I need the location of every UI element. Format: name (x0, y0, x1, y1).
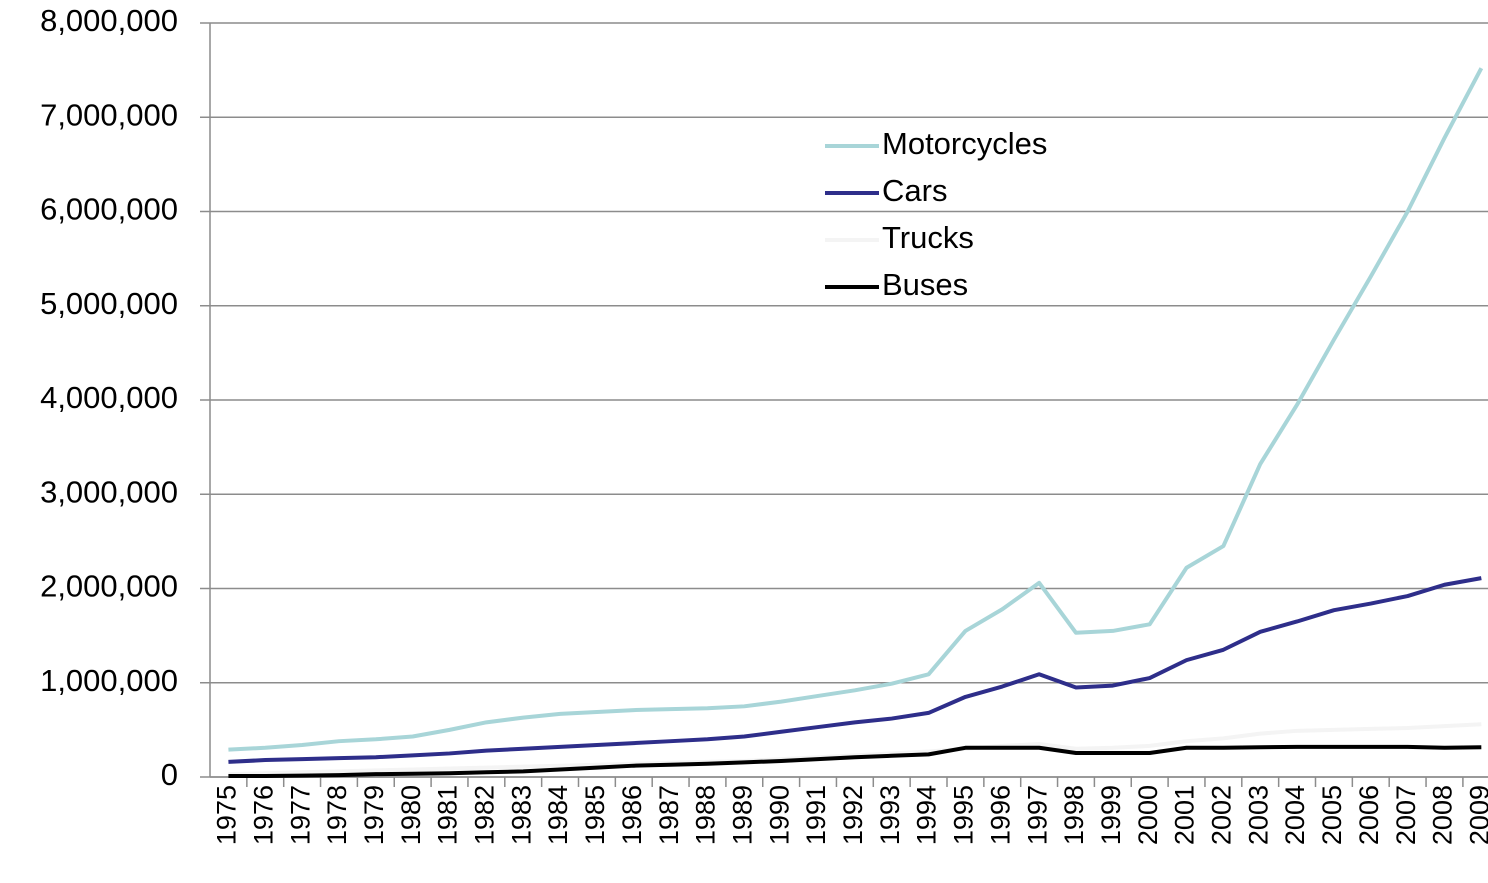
x-tick-label: 1996 (985, 785, 1015, 845)
x-tick-label: 1994 (912, 785, 942, 845)
series-line (228, 744, 1482, 779)
x-tick-label: 1986 (617, 785, 647, 845)
x-tick-label: 1977 (285, 785, 315, 845)
x-tick-label: 1989 (727, 785, 757, 845)
y-tick-label: 6,000,000 (40, 192, 178, 227)
series-line (228, 67, 1484, 752)
x-tick-label: 1991 (801, 785, 831, 845)
y-tick-label: 2,000,000 (40, 569, 178, 604)
legend-label: Cars (882, 173, 947, 208)
x-tick-label: 1992 (838, 785, 868, 845)
x-tick-label: 2008 (1428, 785, 1458, 845)
x-tick-label: 1976 (248, 785, 278, 845)
x-tick-label: 1975 (212, 785, 242, 845)
x-tick-label: 2001 (1170, 785, 1200, 845)
y-tick-label: 0 (161, 757, 178, 792)
x-tick-label: 2004 (1280, 785, 1310, 845)
y-tick-label: 8,000,000 (40, 3, 178, 38)
x-tick-label: 1995 (949, 785, 979, 845)
legend-label: Motorcycles (882, 126, 1047, 161)
x-tick-label: 2005 (1317, 785, 1347, 845)
x-tick-label: 1987 (654, 785, 684, 845)
y-tick-label: 4,000,000 (40, 380, 178, 415)
x-tick-label: 1997 (1022, 785, 1052, 845)
x-tick-label: 2009 (1464, 785, 1488, 845)
x-tick-label: 1982 (470, 785, 500, 845)
x-tick-label: 1990 (764, 785, 794, 845)
x-tick-label: 2003 (1243, 785, 1273, 845)
series-line (228, 722, 1482, 777)
x-tick-label: 1988 (691, 785, 721, 845)
x-tick-label: 2007 (1391, 785, 1421, 845)
x-tick-label: 1999 (1096, 785, 1126, 845)
x-tick-label: 1998 (1059, 785, 1089, 845)
series-line (228, 576, 1482, 764)
y-tick-label: 5,000,000 (40, 286, 178, 321)
x-tick-label: 2006 (1354, 785, 1384, 845)
legend-label: Buses (882, 267, 968, 302)
y-tick-label: 3,000,000 (40, 474, 178, 509)
x-tick-label: 2002 (1207, 785, 1237, 845)
x-tick-label: 1984 (543, 785, 573, 845)
y-tick-label: 1,000,000 (40, 663, 178, 698)
legend-label: Trucks (882, 220, 974, 255)
x-tick-label: 1981 (433, 785, 463, 845)
x-tick-label: 1979 (359, 785, 389, 845)
x-tick-label: 1985 (580, 785, 610, 845)
x-tick-label: 2000 (1133, 785, 1163, 845)
x-tick-label: 1993 (875, 785, 905, 845)
y-tick-label: 7,000,000 (40, 97, 178, 132)
x-tick-label: 1978 (322, 785, 352, 845)
x-tick-label: 1983 (506, 785, 536, 845)
x-tick-label: 1980 (396, 785, 426, 845)
